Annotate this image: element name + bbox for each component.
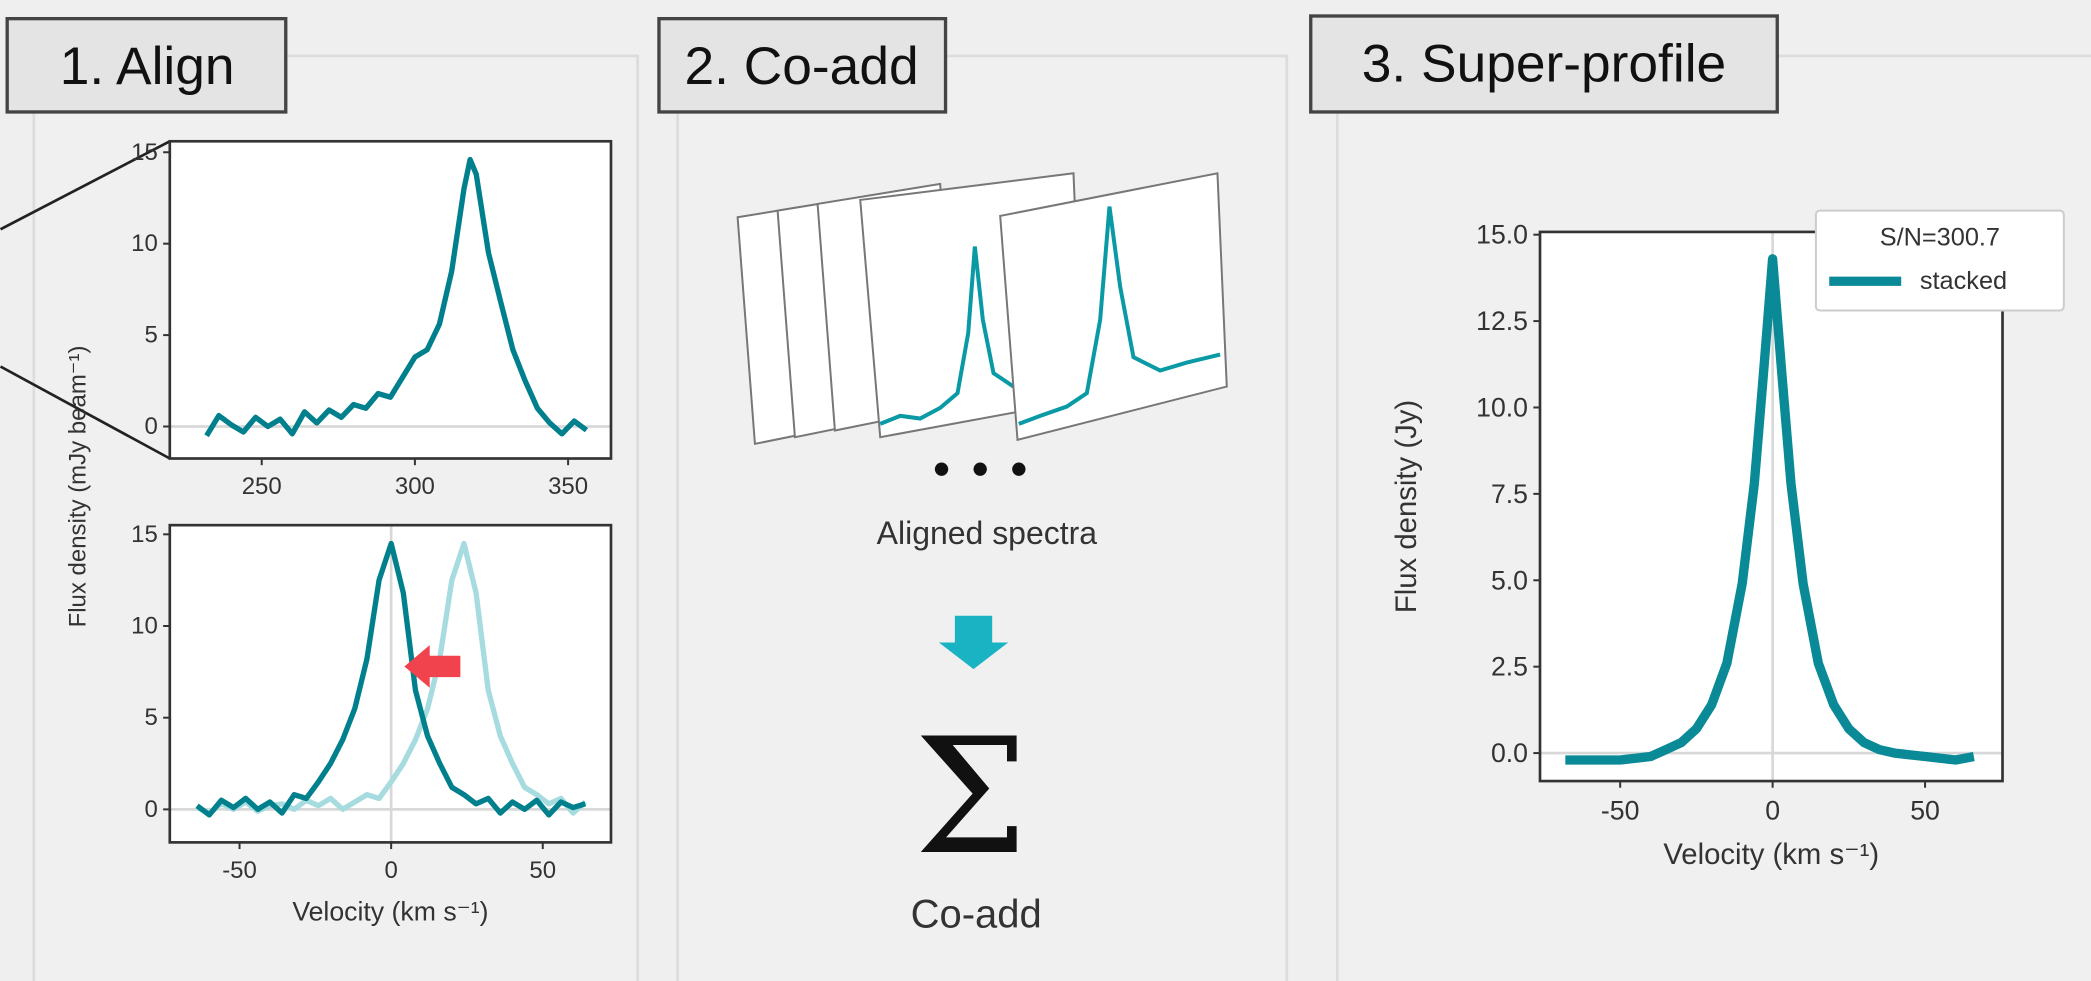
x-tick-label: 250 [242,473,282,500]
y-tick-label: 0 [144,796,157,823]
zoom-line [0,140,171,231]
y-axis-label: Flux density (Jy) [1390,400,1423,613]
y-tick-label: 0.0 [1491,738,1528,768]
zoom-line [0,365,171,460]
x-tick-label: 350 [548,473,588,500]
x-tick-label: 50 [1910,795,1940,825]
y-tick-label: 10.0 [1476,392,1528,422]
y-tick-label: 15.0 [1476,220,1528,250]
frame-spectrum [879,246,1015,426]
panel-title: 1. Align [60,37,235,96]
legend-title: S/N=300.7 [1880,223,2000,251]
series-line [1565,254,1975,765]
panel-title: 2. Co-add [685,37,919,96]
legend-label: stacked [1920,267,2007,295]
series-line [204,156,589,438]
dot [934,462,949,476]
y-tick-label: 10 [131,230,158,257]
stacked-frames [736,172,1228,476]
panel-title: 3. Super-profile [1362,34,1726,93]
title-box [1309,14,1779,114]
title-box [5,16,288,114]
y-tick-label: 7.5 [1491,479,1528,509]
y-tick-label: 5.0 [1491,565,1528,595]
x-axis-label: Velocity (km s⁻¹) [1663,838,1879,871]
dot [1012,462,1026,476]
frame-spectrum [1018,206,1221,426]
y-tick-label: 10 [131,613,158,640]
x-tick-label: 50 [529,857,556,884]
y-tick-label: 15 [131,521,158,548]
frame [999,172,1228,442]
x-tick-label: 300 [395,473,435,500]
coadd-label: Co-add [911,892,1042,936]
y-tick-label: 2.5 [1491,652,1528,682]
x-tick-label: -50 [1601,795,1640,825]
y-tick-label: 5 [144,704,157,731]
plot-frame [168,523,613,844]
series-line [195,540,587,818]
y-tick-label: 12.5 [1476,306,1528,336]
dot [973,462,987,476]
x-axis-label: Velocity (km s⁻¹) [292,897,488,927]
y-tick-label: 15 [131,139,158,166]
x-tick-label: 0 [384,857,397,884]
charts: 250 300 350 0 5 10 15 -50 0 50 0 5 10 15 Velocity (km … [131,139,2065,927]
x-tick-label: -50 [222,857,257,884]
title-box [657,16,948,114]
down-arrow [938,615,1009,670]
y-tick-label: 0 [144,413,157,440]
shift-arrow [404,645,461,688]
x-tick-label: 0 [1765,795,1780,825]
caption: Aligned spectra [877,515,1098,551]
plot-frame [168,139,613,460]
y-tick-label: 5 [144,322,157,349]
y-axis-label: Flux density (mJy beam⁻¹) [64,346,91,628]
plot-area [169,141,611,459]
plot-frame [1538,230,2004,783]
sigma-symbol: Σ [914,704,1027,890]
